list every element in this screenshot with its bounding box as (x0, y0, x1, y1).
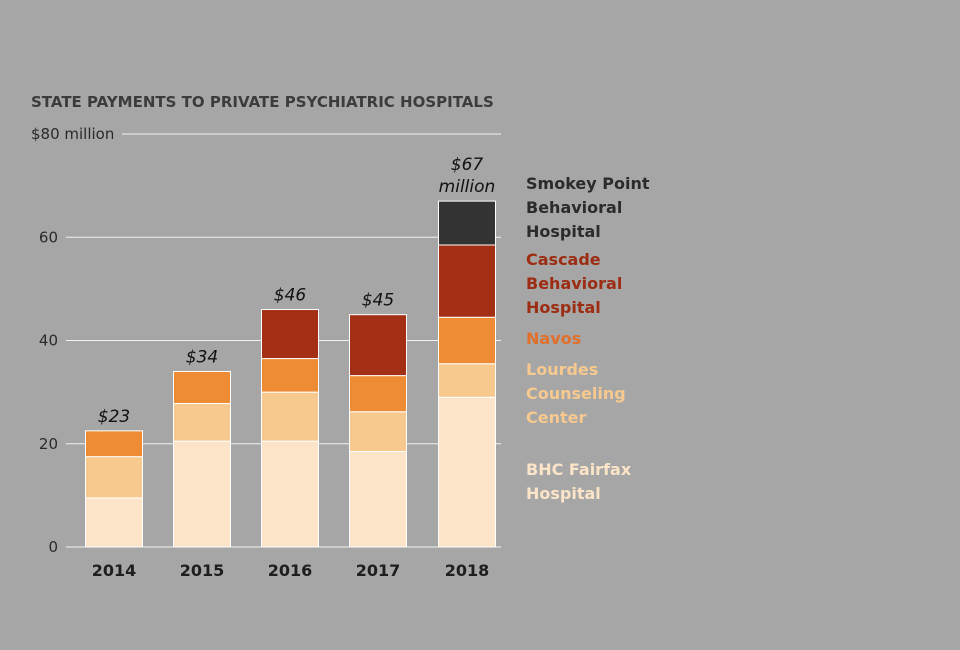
bar-total-label: $23 (98, 407, 130, 427)
bar-total-label: $45 (362, 291, 394, 311)
legend-entry-line: Behavioral (526, 274, 622, 293)
legend: BHC Fairfax Hospital Lourdes Counseling Cent… (526, 174, 650, 503)
legend-entry-line: Behavioral (526, 198, 622, 217)
bar-stack-2017 (349, 314, 407, 548)
bar-total-label: $34 (186, 347, 218, 367)
legend-entry-line: BHC Fairfax (526, 460, 632, 479)
bar-stack-2014 (85, 430, 143, 548)
bar-segment (173, 370, 231, 404)
legend-entry-line: Center (526, 408, 586, 427)
legend-entry: Cascade Behavioral Hospital (526, 250, 622, 317)
legend-entry: BHC Fairfax Hospital (526, 460, 632, 503)
legend-entry: Lourdes Counseling Center (526, 360, 626, 427)
bar-segment (261, 358, 319, 393)
bar-segment (85, 497, 143, 548)
legend-entry-line: Cascade (526, 250, 601, 269)
bar-segment (349, 450, 407, 548)
y-tick-label: 40 (39, 332, 58, 350)
y-tick-label: 20 (39, 435, 58, 453)
bar-segment (261, 440, 319, 548)
legend-entry: Smokey Point Behavioral Hospital (526, 174, 650, 241)
bar-segment (261, 309, 319, 360)
legend-entry-line: Lourdes (526, 360, 598, 379)
bar-segment (438, 200, 496, 246)
bar-total-line: $46 (274, 286, 307, 306)
bar-segment (349, 411, 407, 452)
bar-total-line: $23 (98, 407, 130, 427)
legend-entry-line: Counseling (526, 384, 626, 403)
bar-total-line: million (439, 177, 496, 197)
bar-segment (85, 430, 143, 458)
bar-segment (349, 314, 407, 377)
legend-entry-line: Smokey Point (526, 174, 650, 193)
bar-segment (173, 440, 231, 548)
legend-entry-line: Navos (526, 329, 581, 348)
y-tick-label: $80 million (31, 125, 114, 143)
bar-total-line: $67 (451, 155, 484, 175)
bar-total-line: $34 (186, 347, 218, 367)
bar-segment (85, 456, 143, 499)
bars (85, 200, 496, 548)
x-tick-label: 2014 (92, 561, 137, 580)
x-tick-label: 2015 (180, 561, 225, 580)
bar-stack-2018 (438, 200, 496, 548)
y-axis-tick-labels: 0 20 40 60 $80 million (31, 125, 114, 556)
legend-entry-line: Hospital (526, 298, 601, 317)
bar-segment (261, 391, 319, 442)
x-tick-label: 2018 (445, 561, 490, 580)
bar-total-labels: $23 $34 $46 $45 $67 million (98, 155, 496, 427)
bar-segment (349, 375, 407, 413)
y-tick-label: 0 (48, 538, 58, 556)
bar-total-label: $67 million (439, 155, 496, 197)
bar-segment (438, 244, 496, 318)
x-axis-tick-labels: 2014 2015 2016 2017 2018 (92, 561, 490, 580)
bar-stack-2016 (261, 309, 319, 548)
bar-segment (173, 402, 231, 442)
x-tick-label: 2017 (356, 561, 401, 580)
legend-entry-line: Hospital (526, 222, 601, 241)
bar-stack-2015 (173, 370, 231, 548)
bar-total-line: $45 (362, 291, 394, 311)
bar-segment (438, 316, 496, 365)
chart-title: STATE PAYMENTS TO PRIVATE PSYCHIATRIC HO… (31, 93, 494, 111)
x-tick-label: 2016 (268, 561, 313, 580)
bar-segment (438, 396, 496, 548)
y-tick-label: 60 (39, 228, 58, 246)
bar-total-label: $46 (274, 286, 307, 306)
legend-entry-line: Hospital (526, 484, 601, 503)
legend-entry: Navos (526, 329, 581, 348)
bar-segment (438, 363, 496, 398)
